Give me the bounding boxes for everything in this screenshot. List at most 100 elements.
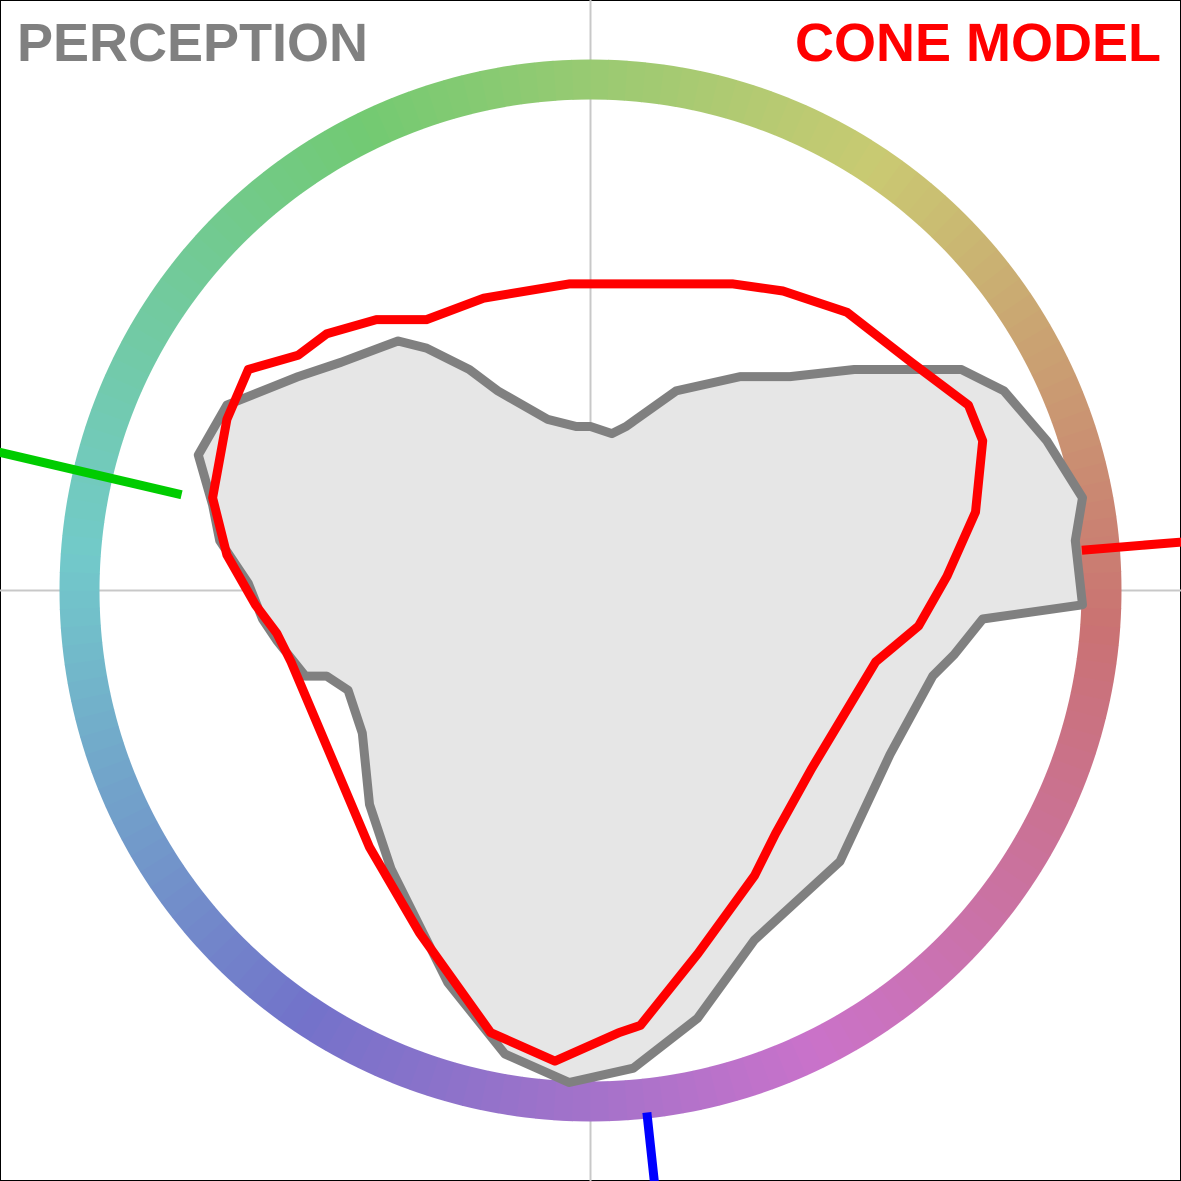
hue-ring-segment bbox=[905, 183, 946, 226]
hue-ring-segment bbox=[966, 248, 1009, 289]
hue-ring-segment bbox=[624, 1078, 647, 1121]
hue-ring-segment bbox=[1039, 773, 1084, 807]
hue-ring-segment bbox=[674, 67, 701, 111]
hue-ring-segment bbox=[249, 966, 289, 1010]
hue-ring-segment bbox=[98, 774, 143, 808]
hue-ring-segment bbox=[820, 1015, 857, 1060]
cone-axes bbox=[0, 447, 1181, 1181]
hue-ring-segment bbox=[75, 444, 119, 473]
hue-ring-segment bbox=[1076, 640, 1119, 665]
hue-ring-segment bbox=[462, 1066, 490, 1111]
hue-ring-segment bbox=[1080, 552, 1122, 574]
hue-ring-segment bbox=[906, 954, 947, 998]
hue-ring-segment bbox=[85, 742, 130, 773]
hue-ring-segment bbox=[1078, 623, 1121, 647]
hue-ring-segment bbox=[443, 75, 472, 119]
hue-ring-segment bbox=[277, 150, 316, 194]
hue-ring-segment bbox=[724, 79, 755, 124]
hue-ring-segment bbox=[425, 80, 456, 124]
hue-ring-segment bbox=[140, 850, 184, 889]
hue-ring-segment bbox=[67, 675, 111, 702]
hue-ring-segment bbox=[835, 130, 872, 175]
hue-ring-segment bbox=[1045, 757, 1090, 790]
hue-ring-segment bbox=[623, 60, 647, 103]
hue-ring-segment bbox=[918, 195, 960, 238]
hue-ring-segment bbox=[607, 1080, 629, 1122]
hue-ring-segment bbox=[221, 943, 263, 986]
hue-ring-segment bbox=[308, 130, 346, 175]
hue-ring-segment bbox=[408, 1051, 440, 1096]
hue-ring-segment bbox=[426, 1057, 457, 1102]
hue-ring-segment bbox=[97, 374, 142, 408]
hue-ring-segment bbox=[1051, 408, 1096, 439]
hue-ring-segment bbox=[172, 892, 215, 933]
hue-ring-segment bbox=[534, 60, 557, 103]
hue-ring-segment bbox=[79, 426, 124, 457]
hue-ring-segment bbox=[160, 263, 204, 303]
hue-ring-segment bbox=[461, 71, 489, 115]
hue-ring-segment bbox=[121, 820, 166, 857]
hue-ring-segment bbox=[1023, 804, 1069, 840]
hue-ring-segment bbox=[71, 692, 115, 720]
hue-ring-segment bbox=[160, 879, 205, 919]
hue-ring-segment bbox=[943, 918, 986, 960]
hue-ring-segment bbox=[997, 292, 1041, 331]
hue-ring-segment bbox=[113, 805, 158, 841]
hue-ring-segment bbox=[374, 1039, 408, 1084]
hue-ring-segment bbox=[864, 987, 904, 1031]
hue-ring-segment bbox=[373, 98, 407, 143]
hue-ring-segment bbox=[864, 149, 903, 194]
hue-ring-segment bbox=[80, 725, 124, 756]
hue-ring-segment bbox=[130, 309, 175, 346]
perception-contour bbox=[193, 336, 1087, 1087]
hue-ring-segment bbox=[235, 955, 276, 998]
hue-ring-segment bbox=[774, 1038, 808, 1083]
hue-ring-segment bbox=[820, 121, 856, 166]
hue-ring-segment bbox=[1045, 390, 1090, 423]
hue-ring-segment bbox=[171, 249, 215, 289]
hue-ring-segment bbox=[708, 75, 737, 119]
hue-ring-segment bbox=[292, 140, 331, 184]
hue-ring-segment bbox=[293, 997, 332, 1042]
hue-ring-segment bbox=[977, 878, 1021, 918]
hue-ring-segment bbox=[553, 1080, 575, 1122]
hue-ring-segment bbox=[183, 235, 226, 276]
hue-ring-segment bbox=[60, 534, 103, 558]
hue-ring-segment bbox=[195, 221, 238, 263]
hue-ring-segment bbox=[1066, 691, 1111, 719]
hue-ring-segment bbox=[835, 1006, 873, 1051]
hue-ring-segment bbox=[121, 325, 166, 361]
hue-ring-segment bbox=[955, 905, 998, 946]
hue-ring-segment bbox=[758, 1045, 791, 1090]
hue-ring-segment bbox=[64, 658, 108, 684]
hue-ring-segment bbox=[742, 1051, 773, 1096]
hue-ring-segment bbox=[757, 91, 790, 136]
hue-ring-segment bbox=[220, 195, 263, 238]
hue-ring-segment bbox=[675, 1070, 702, 1114]
hue-ring-segment bbox=[918, 943, 961, 986]
hue-ring-segment bbox=[515, 62, 540, 105]
hue-ring-segment bbox=[987, 864, 1032, 903]
hue-ring-segment bbox=[658, 1073, 684, 1117]
hue-ring-segment bbox=[516, 1076, 541, 1119]
hue-ring-segment bbox=[641, 1076, 666, 1119]
hue-ring-segment bbox=[1057, 425, 1101, 456]
hue-ring-segment bbox=[390, 91, 423, 136]
cone-model-label: CONE MODEL bbox=[794, 13, 1161, 73]
hue-ring-segment bbox=[709, 1062, 738, 1106]
hue-ring-segment bbox=[207, 208, 250, 251]
hue-ring-segment bbox=[805, 1023, 841, 1068]
hue-ring-segment bbox=[1051, 741, 1096, 773]
hue-ring-segment bbox=[966, 892, 1010, 932]
hue-ring-segment bbox=[105, 790, 150, 825]
hue-ring-segment bbox=[262, 160, 302, 205]
hue-ring-segment bbox=[59, 553, 101, 575]
hue-ring-segment bbox=[263, 977, 303, 1021]
hue-ring-segment bbox=[1015, 820, 1060, 856]
hue-ring-segment bbox=[340, 113, 376, 158]
hue-ring-segment bbox=[480, 1070, 507, 1114]
hue-ring-segment bbox=[248, 172, 289, 215]
hue-ring-segment bbox=[1070, 479, 1114, 506]
hue-ring-segment bbox=[62, 516, 105, 541]
